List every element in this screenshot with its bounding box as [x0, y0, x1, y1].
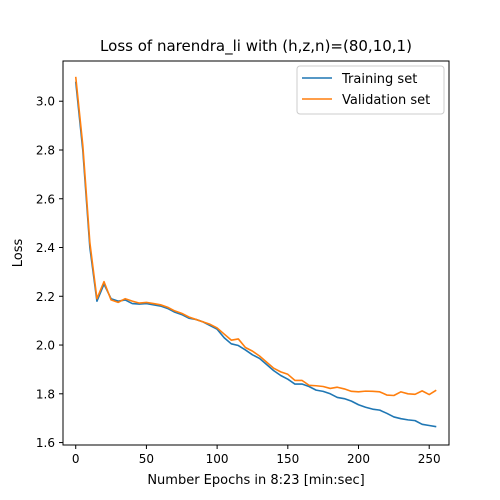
x-axis-ticks: 0 50 100 150 200 250 — [72, 445, 441, 466]
y-tick-label: 1.8 — [36, 387, 55, 401]
y-tick-label: 2.8 — [36, 143, 55, 157]
legend-label-training: Training set — [341, 72, 417, 87]
y-tick-label: 2.0 — [36, 339, 55, 353]
x-tick-label: 250 — [418, 452, 441, 466]
chart-title: Loss of narendra_li with (h,z,n)=(80,10,… — [100, 37, 412, 56]
x-tick-label: 200 — [347, 452, 370, 466]
plot-area-frame — [62, 60, 450, 446]
x-tick-label: 0 — [72, 452, 80, 466]
y-axis-ticks: 1.6 1.8 2.0 2.2 2.4 2.6 2.8 3.0 — [36, 95, 63, 450]
y-axis-label: Loss — [11, 239, 26, 268]
series-line-1 — [74, 76, 437, 397]
y-tick-label: 2.4 — [36, 241, 55, 255]
series-line-0 — [74, 81, 437, 428]
legend: Training set Validation set — [296, 65, 445, 115]
y-tick-label: 3.0 — [36, 95, 55, 109]
y-tick-label: 1.6 — [36, 436, 55, 450]
x-tick-label: 100 — [206, 452, 229, 466]
y-tick-label: 2.2 — [36, 290, 55, 304]
legend-label-validation: Validation set — [342, 93, 430, 108]
y-tick-label: 2.6 — [36, 192, 55, 206]
x-axis-label: Number Epochs in 8:23 [min:sec] — [147, 473, 364, 488]
x-tick-label: 50 — [139, 452, 154, 466]
x-tick-label: 150 — [276, 452, 299, 466]
legend-box — [296, 65, 445, 115]
series-layer — [74, 76, 437, 428]
